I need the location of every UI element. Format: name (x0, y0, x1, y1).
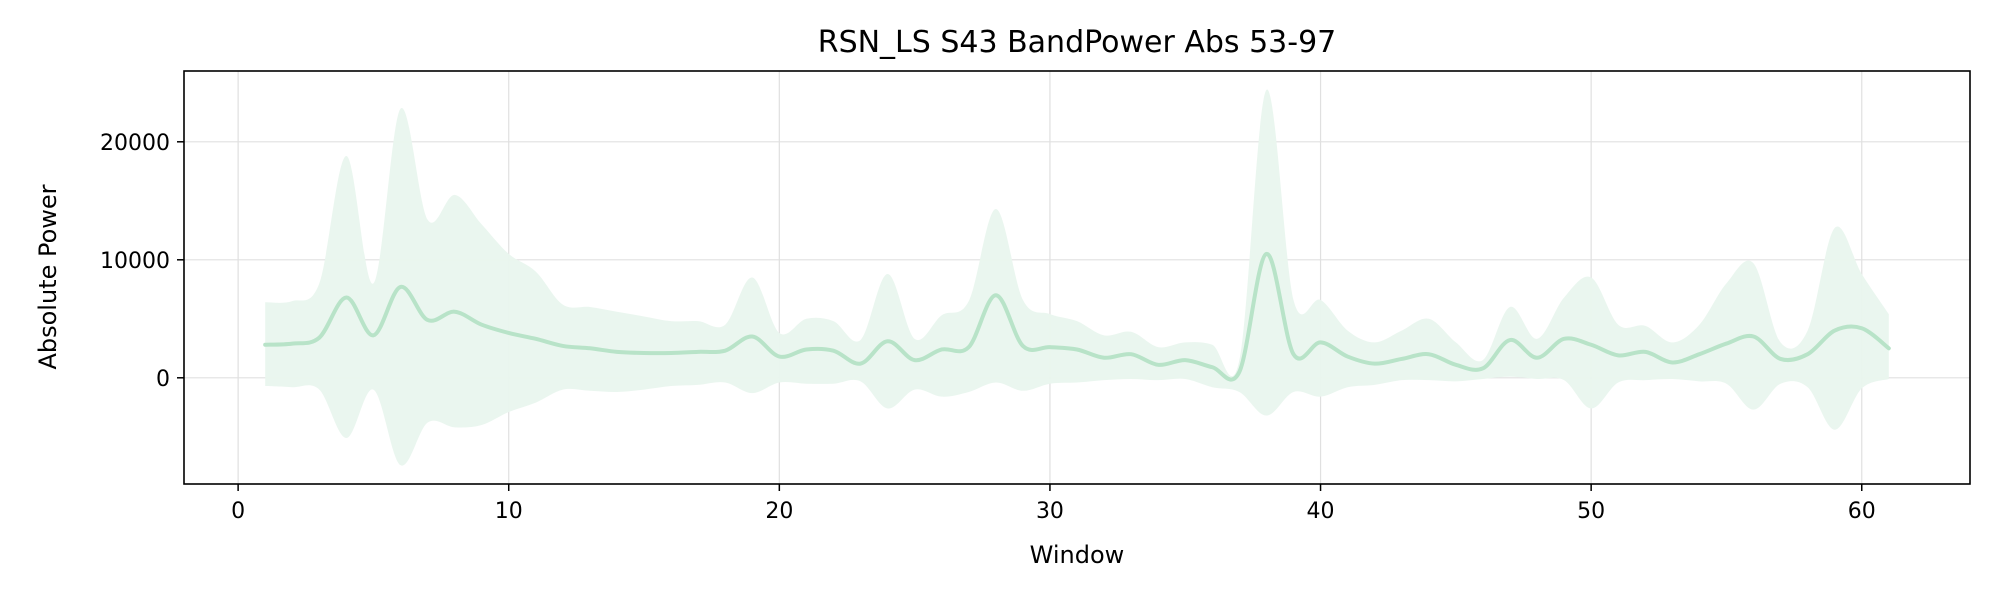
x-axis-title: Window (1030, 541, 1125, 569)
x-tick-label: 60 (1848, 499, 1876, 524)
x-tick-label: 0 (231, 499, 245, 524)
x-axis: 0 10 20 30 40 50 60 (231, 484, 1876, 524)
x-tick-label: 30 (1036, 499, 1064, 524)
chart-title: RSN_LS S43 BandPower Abs 53-97 (818, 25, 1337, 60)
x-tick-label: 50 (1577, 499, 1605, 524)
plot-frame (183, 70, 1971, 485)
x-tick-label: 10 (495, 499, 523, 524)
series-line (263, 251, 1891, 382)
series-band (265, 89, 1889, 466)
y-tick-label: 10000 (100, 249, 170, 274)
y-axis: 0 10000 20000 (100, 131, 184, 392)
y-tick-label: 0 (156, 367, 170, 392)
y-tick-label: 20000 (100, 131, 170, 156)
y-axis-title: Absolute Power (34, 184, 62, 369)
x-tick-label: 40 (1307, 499, 1335, 524)
plot-area (263, 89, 1891, 466)
x-tick-label: 20 (765, 499, 793, 524)
